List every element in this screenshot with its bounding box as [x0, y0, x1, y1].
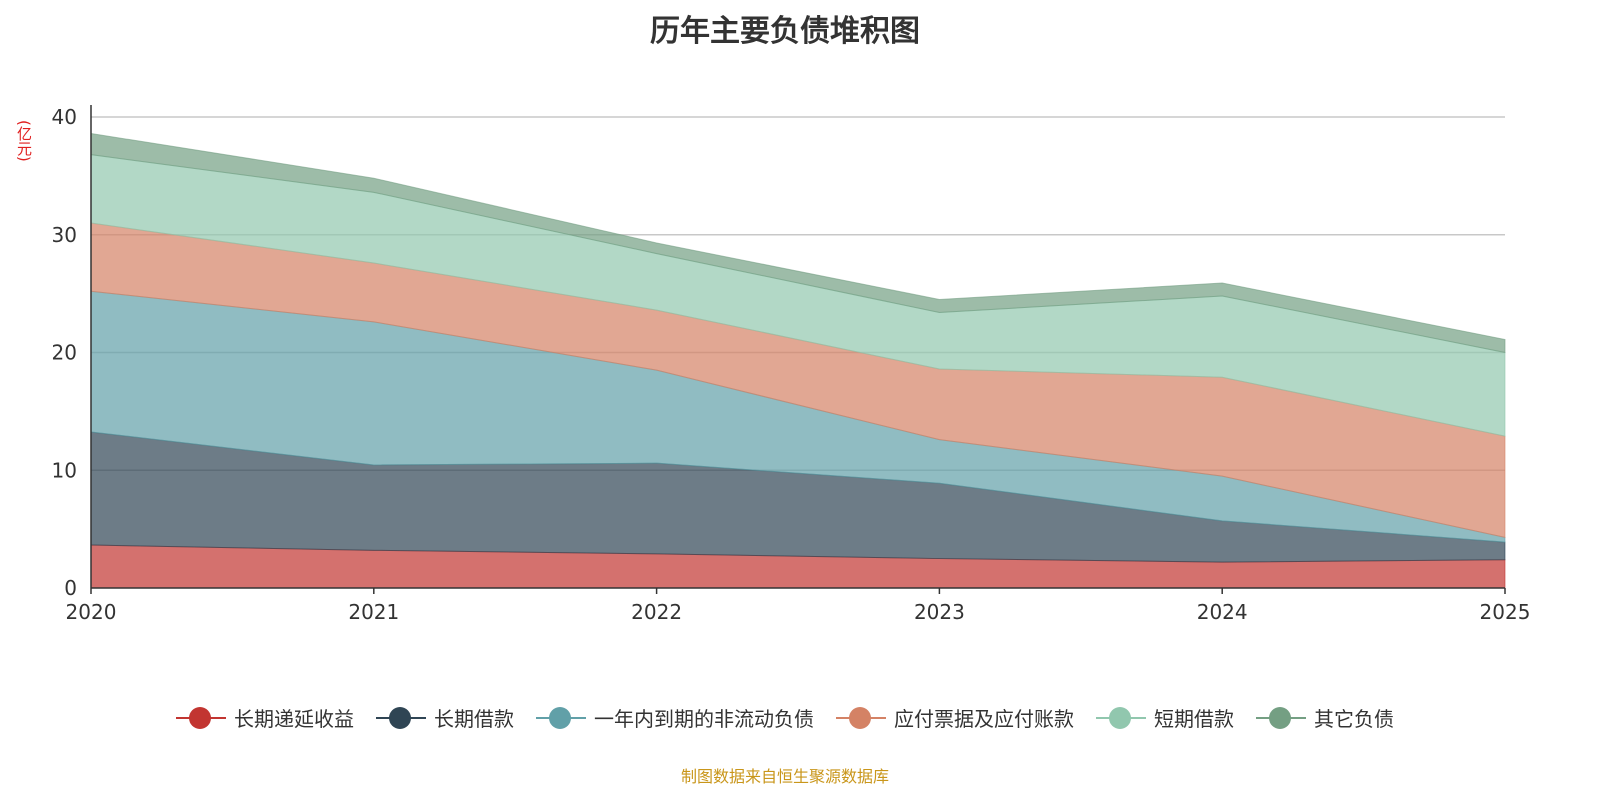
legend-item[interactable]: 长期递延收益 [176, 703, 354, 732]
legend-item[interactable]: 短期借款 [1096, 703, 1234, 732]
legend-marker-icon [376, 706, 426, 730]
x-tick-label: 2023 [914, 600, 965, 624]
legend-marker-icon [836, 706, 886, 730]
legend-marker-icon [1096, 706, 1146, 730]
legend-label: 一年内到期的非流动负债 [594, 707, 814, 731]
legend-label: 其它负债 [1314, 707, 1394, 731]
y-tick-label: 20 [52, 341, 77, 365]
legend-item[interactable]: 应付票据及应付账款 [836, 703, 1074, 732]
legend-marker-icon [176, 706, 226, 730]
x-tick-label: 2022 [631, 600, 682, 624]
chart-title: 历年主要负债堆积图 [650, 14, 920, 49]
legend: 长期递延收益 长期借款 一年内到期的非流动负债 应付票据及应付账款 短期借款 其它负债 [0, 703, 1570, 732]
data-source-note: 制图数据来自恒生聚源数据库 [680, 767, 889, 786]
y-tick-label: 0 [64, 576, 77, 600]
legend-marker-icon [536, 706, 586, 730]
x-tick-label: 2021 [348, 600, 399, 624]
legend-item[interactable]: 一年内到期的非流动负债 [536, 703, 814, 732]
legend-item[interactable]: 长期借款 [376, 703, 514, 732]
x-tick-label: 2025 [1480, 600, 1531, 624]
x-tick-label: 2020 [66, 600, 117, 624]
legend-label: 长期递延收益 [234, 707, 354, 731]
legend-label: 长期借款 [434, 707, 514, 731]
x-tick-label: 2024 [1197, 600, 1248, 624]
y-tick-label: 30 [52, 223, 77, 247]
legend-marker-icon [1256, 706, 1306, 730]
area-series-5 [90, 132, 1506, 354]
legend-label: 短期借款 [1154, 707, 1234, 731]
y-tick-label: 40 [52, 105, 77, 129]
legend-item[interactable]: 其它负债 [1256, 703, 1394, 732]
y-tick-label: 10 [52, 458, 77, 482]
y-axis-unit-label: (亿元) [15, 120, 33, 162]
legend-label: 应付票据及应付账款 [894, 707, 1074, 731]
